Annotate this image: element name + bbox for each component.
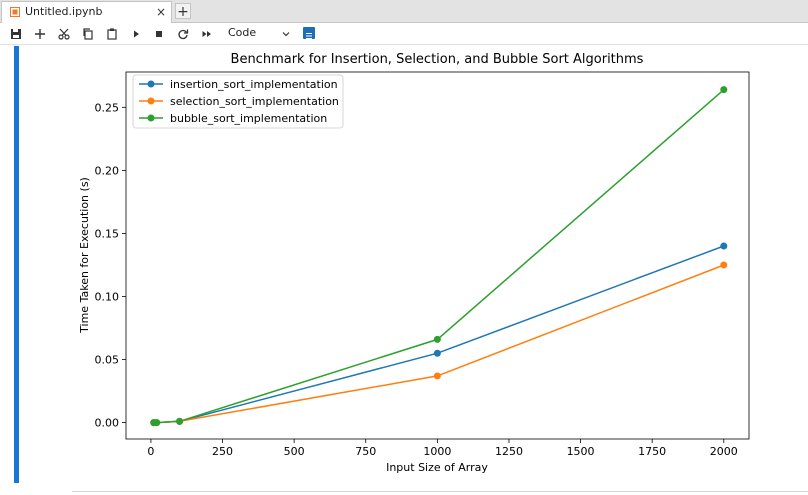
- legend-box: [132, 74, 344, 129]
- y-tick-label: 0.00: [95, 417, 120, 430]
- chevron-down-icon[interactable]: [282, 30, 290, 38]
- legend-label: selection_sort_implementation: [170, 95, 339, 108]
- x-tick-label: 750: [355, 445, 376, 458]
- cell-type-select[interactable]: Code: [228, 26, 257, 39]
- x-tick-label: 2000: [710, 445, 738, 458]
- run-icon[interactable]: [128, 26, 144, 42]
- y-tick-label: 0.15: [95, 227, 120, 240]
- add-cell-icon[interactable]: [32, 26, 48, 42]
- legend-label: insertion_sort_implementation: [170, 78, 338, 91]
- legend-marker: [147, 80, 155, 88]
- save-icon[interactable]: [8, 26, 24, 42]
- x-tick-label: 250: [212, 445, 233, 458]
- data-point: [176, 417, 184, 425]
- y-axis-label: Time Taken for Execution (s): [78, 177, 91, 334]
- property-inspector-icon[interactable]: [303, 27, 315, 39]
- y-tick-label: 0.05: [95, 354, 120, 367]
- notebook-tab[interactable]: Untitled.ipynb ×: [1, 1, 172, 23]
- series-points: [150, 86, 728, 427]
- data-point: [153, 419, 161, 427]
- stop-icon[interactable]: [151, 26, 167, 42]
- tab-title: Untitled.ipynb: [25, 5, 103, 18]
- legend-label: bubble_sort_implementation: [170, 112, 327, 125]
- y-tick-label: 0.10: [95, 290, 120, 303]
- legend-marker: [147, 97, 155, 105]
- x-axis-label: Input Size of Array: [386, 461, 488, 474]
- x-tick-label: 1000: [423, 445, 451, 458]
- copy-icon[interactable]: [80, 26, 96, 42]
- series-line-2: [153, 89, 725, 424]
- chart-title: Benchmark for Insertion, Selection, and …: [231, 52, 644, 67]
- series-lines: [153, 89, 725, 424]
- tab-bar: Untitled.ipynb × +: [0, 0, 808, 23]
- chart-legend: insertion_sort_implementation selection_s…: [132, 74, 344, 129]
- y-tick-label: 0.20: [95, 164, 120, 177]
- data-point: [433, 349, 441, 357]
- x-tick-label: 1250: [495, 445, 523, 458]
- data-point: [720, 86, 728, 94]
- y-axis-ticks: 0.00 0.05 0.10 0.15 0.20 0.25: [95, 101, 126, 430]
- data-point: [433, 335, 441, 343]
- data-point: [720, 261, 728, 269]
- notebook-toolbar: Code: [0, 23, 808, 45]
- x-tick-label: 0: [147, 445, 154, 458]
- series-line-0: [153, 245, 725, 424]
- fast-forward-icon[interactable]: [199, 26, 215, 42]
- plot-frame: [125, 71, 750, 440]
- x-tick-label: 1500: [567, 445, 595, 458]
- cut-icon[interactable]: [56, 26, 72, 42]
- tab-close-icon[interactable]: ×: [156, 5, 167, 19]
- notebook-icon: [10, 7, 20, 17]
- x-tick-label: 500: [284, 445, 305, 458]
- y-tick-label: 0.25: [95, 101, 120, 114]
- series-line-1: [153, 264, 725, 424]
- data-point: [433, 372, 441, 380]
- restart-icon[interactable]: [175, 26, 191, 42]
- new-tab-button[interactable]: +: [175, 3, 191, 20]
- next-cell-border: [72, 491, 808, 492]
- legend-marker: [147, 114, 155, 122]
- paste-icon[interactable]: [104, 26, 120, 42]
- cell-selection-bar[interactable]: [14, 46, 19, 483]
- data-point: [720, 242, 728, 250]
- x-tick-label: 1750: [638, 445, 666, 458]
- x-axis-ticks: 0 250 500 750 1000 1250 1500 1750 2000: [147, 439, 738, 458]
